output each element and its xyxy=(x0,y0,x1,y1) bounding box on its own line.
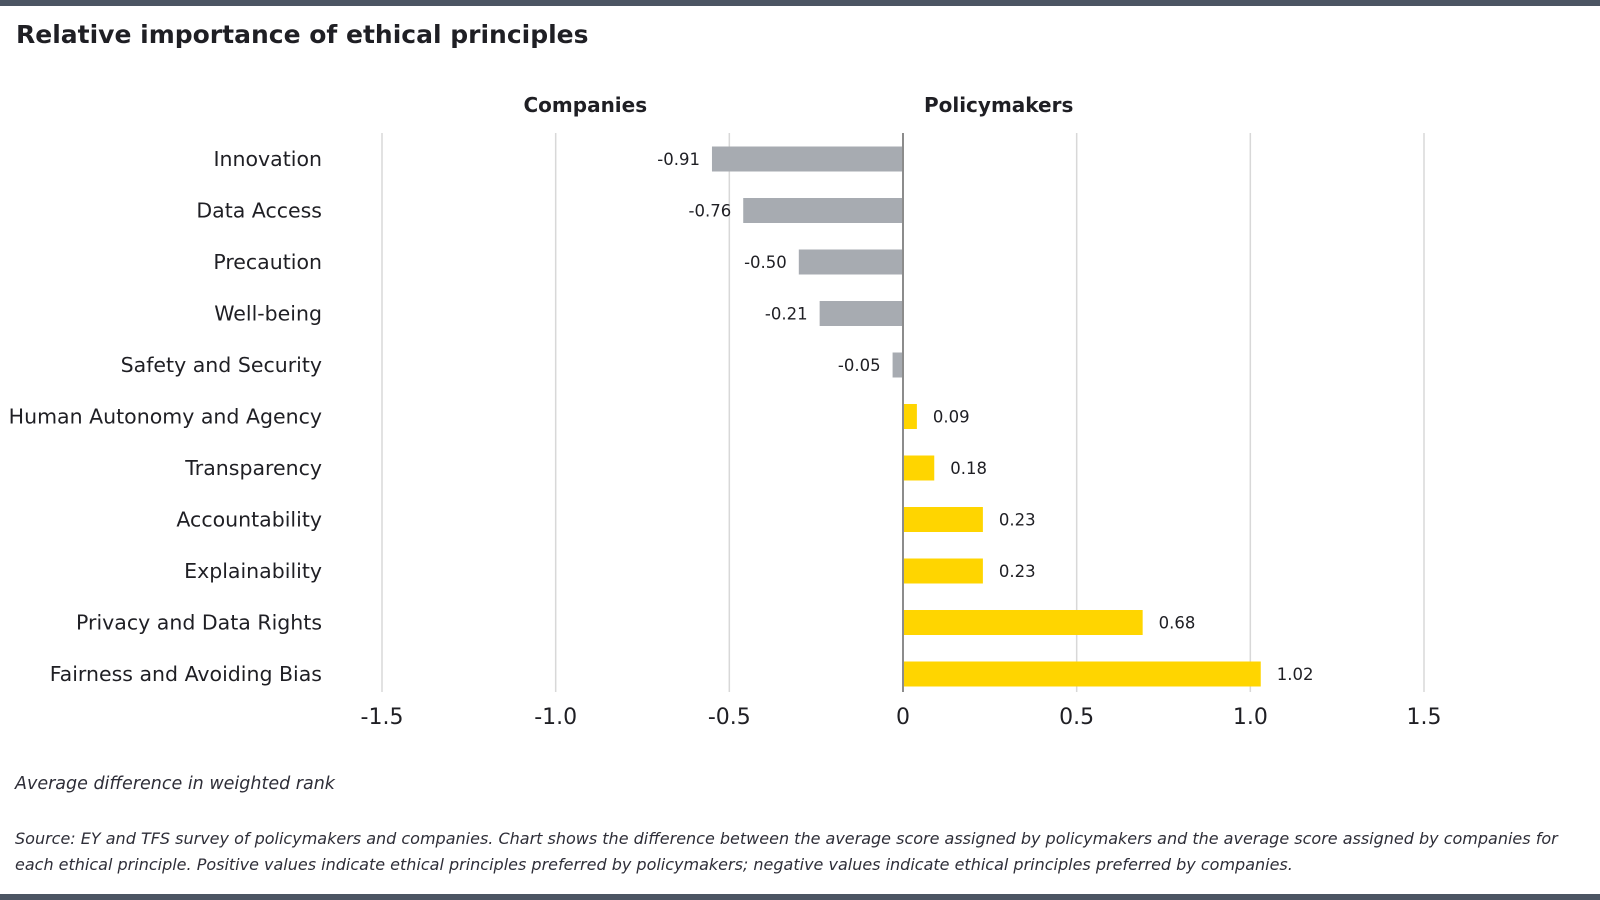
x-tick-label: 1.5 xyxy=(1407,705,1442,730)
data-label: 0.18 xyxy=(950,459,987,478)
data-label: -0.21 xyxy=(765,305,808,324)
bottom-rule xyxy=(0,894,1600,900)
bar xyxy=(711,146,903,172)
top-rule xyxy=(0,0,1600,6)
category-label: Innovation xyxy=(213,147,322,171)
x-tick-label: -1.0 xyxy=(534,705,577,730)
data-label: -0.05 xyxy=(838,356,881,375)
category-label: Precaution xyxy=(213,250,322,274)
data-label: 0.68 xyxy=(1159,614,1196,633)
bar xyxy=(903,455,935,481)
policymakers-header: Policymakers xyxy=(924,93,1073,117)
data-label: 0.23 xyxy=(999,562,1036,581)
data-label: -0.50 xyxy=(744,253,787,272)
bar xyxy=(743,198,903,223)
companies-header: Companies xyxy=(524,93,648,117)
x-tick-label: 0.5 xyxy=(1059,705,1094,730)
source-line-1: Source: EY and TFS survey of policymaker… xyxy=(15,829,1558,848)
x-tick-label: 0 xyxy=(896,705,910,730)
source-note: Source: EY and TFS survey of policymaker… xyxy=(15,826,1590,878)
category-label: Transparency xyxy=(184,456,322,480)
data-label: 0.09 xyxy=(933,408,970,427)
data-label: 1.02 xyxy=(1277,665,1314,684)
bar xyxy=(903,610,1143,635)
x-tick-label: -1.5 xyxy=(361,705,404,730)
x-tick-label: 1.0 xyxy=(1233,705,1268,730)
data-label: -0.91 xyxy=(657,150,700,169)
bar xyxy=(892,352,903,378)
category-label: Data Access xyxy=(196,199,322,223)
category-label: Human Autonomy and Agency xyxy=(9,405,322,429)
bar xyxy=(819,301,903,326)
x-axis-label: Average difference in weighted rank xyxy=(15,774,335,794)
category-label: Explainability xyxy=(184,559,322,583)
category-label: Fairness and Avoiding Bias xyxy=(50,662,322,686)
category-label: Privacy and Data Rights xyxy=(76,611,322,635)
data-label: 0.23 xyxy=(999,511,1036,530)
category-label: Well-being xyxy=(214,302,322,326)
bar xyxy=(903,661,1261,687)
bar xyxy=(903,507,983,532)
bar xyxy=(903,404,917,429)
source-line-2: each ethical principle. Positive values … xyxy=(15,855,1293,874)
category-label: Accountability xyxy=(176,508,322,532)
chart-title: Relative importance of ethical principle… xyxy=(16,20,589,49)
data-label: -0.76 xyxy=(689,202,732,221)
bar xyxy=(903,558,983,584)
category-label: Safety and Security xyxy=(121,353,322,377)
bar xyxy=(798,249,903,275)
bar-chart: Companies Policymakers Innovation -0.91 Data… xyxy=(9,93,1442,730)
x-tick-label: -0.5 xyxy=(708,705,751,730)
